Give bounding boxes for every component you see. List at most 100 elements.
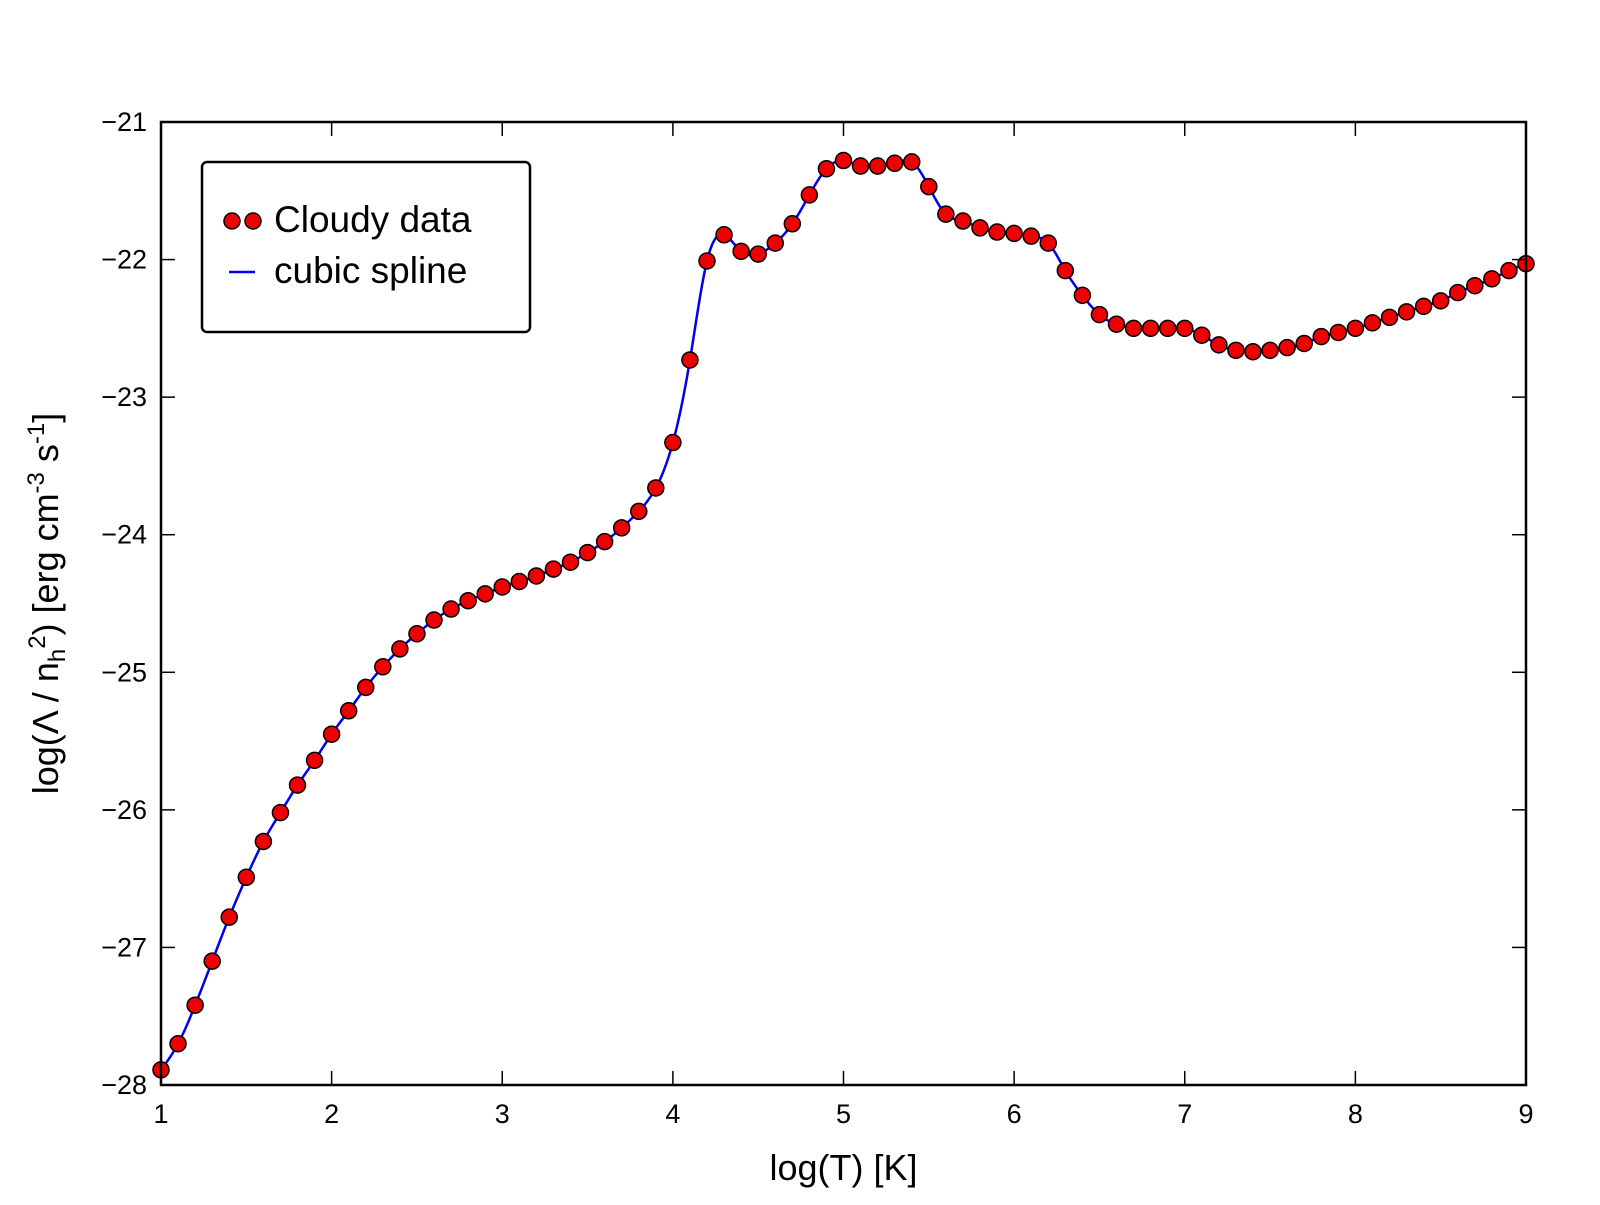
y-tick-label: −23 (101, 382, 147, 412)
y-title-base: log(Λ / n (25, 662, 66, 794)
data-point (442, 600, 460, 618)
svg-text:log(Λ / nh2) [erg cm-3 s-1]: log(Λ / nh2) [erg cm-3 s-1] (23, 413, 71, 795)
data-point (1500, 261, 1518, 280)
data-point (595, 532, 614, 551)
data-point (322, 725, 341, 743)
data-point (783, 215, 802, 233)
data-point (1005, 224, 1023, 243)
y-tick-label: −27 (101, 932, 147, 962)
data-point (868, 157, 887, 175)
data-point (254, 832, 273, 851)
data-point (1141, 319, 1160, 338)
legend-label-cloudy: Cloudy data (274, 199, 472, 240)
data-point (578, 543, 597, 562)
data-point (1261, 341, 1279, 360)
data-point (1244, 342, 1262, 361)
data-point (1073, 286, 1092, 305)
data-point (271, 803, 290, 822)
data-point (988, 223, 1006, 241)
data-point (851, 157, 870, 175)
data-point (408, 625, 426, 643)
data-point (1329, 323, 1348, 342)
data-point (1158, 319, 1177, 338)
data-point (834, 151, 853, 170)
data-point (1227, 341, 1245, 360)
x-tick-label: 8 (1348, 1099, 1363, 1129)
legend-label-spline: cubic spline (274, 250, 467, 291)
y-tick-label: −24 (101, 520, 147, 550)
data-point (903, 153, 921, 171)
data-point (527, 567, 546, 585)
data-point (732, 242, 750, 261)
data-point (186, 996, 204, 1014)
data-point (288, 776, 307, 794)
y-title-sub: h (44, 649, 71, 662)
data-point (715, 226, 733, 244)
legend: Cloudy data cubic spline (200, 160, 532, 334)
data-point (220, 908, 238, 926)
data-point (1431, 292, 1450, 310)
data-point (1090, 305, 1109, 324)
y-tick-label: −28 (101, 1070, 147, 1100)
data-point (1210, 336, 1228, 354)
y-title-end: ] (25, 413, 66, 423)
data-point (749, 245, 767, 263)
data-point (544, 560, 563, 578)
x-tick-label: 6 (1007, 1099, 1022, 1129)
legend-box (200, 160, 532, 334)
x-axis-title: log(T) [K] (769, 1147, 917, 1188)
y-tick-label: −22 (101, 245, 147, 275)
data-point (1278, 338, 1296, 357)
ticks-layer (160, 121, 1527, 1086)
data-point (374, 658, 392, 676)
data-point (1107, 315, 1126, 333)
y-title-sup1: 2 (24, 635, 51, 648)
data-point (1022, 227, 1040, 245)
data-point (425, 611, 443, 629)
data-point (237, 868, 256, 887)
data-point (817, 160, 836, 178)
y-axis-title: log(Λ / nh2) [erg cm-3 s-1] (23, 413, 71, 795)
data-point (1176, 319, 1194, 338)
data-point (1466, 276, 1484, 295)
data-point (954, 212, 972, 230)
data-point (800, 186, 819, 204)
data-point (920, 177, 938, 196)
legend-marker-cloudy-2 (244, 212, 262, 230)
data-point (1363, 314, 1382, 332)
tick-labels-layer: 1 2 3 4 5 6 7 8 9 −21 −22 −23 −24 −25 −26 −27 −28 (101, 107, 1533, 1129)
y-tick-label: −21 (101, 107, 147, 137)
data-point (305, 751, 324, 770)
data-point (1449, 283, 1467, 302)
data-point (339, 702, 358, 720)
data-point (647, 479, 665, 497)
x-tick-label: 7 (1177, 1099, 1192, 1129)
x-tick-label: 3 (495, 1099, 510, 1129)
data-point (1312, 327, 1330, 346)
data-point (664, 433, 682, 452)
data-point (1039, 234, 1057, 252)
data-point (630, 502, 648, 521)
data-point (1397, 303, 1416, 321)
data-point (1414, 297, 1433, 316)
data-point (169, 1034, 187, 1053)
data-point (493, 578, 511, 596)
data-point (1295, 334, 1313, 353)
data-point (971, 219, 989, 237)
data-point (1124, 319, 1143, 338)
data-point (1056, 261, 1075, 280)
data-point (476, 585, 494, 603)
data-point (391, 640, 409, 658)
data-point (681, 351, 699, 369)
x-tick-label: 9 (1518, 1099, 1533, 1129)
data-point (885, 154, 904, 173)
data-point (1380, 308, 1399, 327)
x-tick-label: 2 (324, 1099, 339, 1129)
data-point (937, 205, 955, 223)
x-tick-label: 5 (836, 1099, 851, 1129)
x-tick-label: 4 (665, 1099, 680, 1129)
y-tick-label: −25 (101, 657, 147, 687)
data-point (698, 252, 716, 270)
